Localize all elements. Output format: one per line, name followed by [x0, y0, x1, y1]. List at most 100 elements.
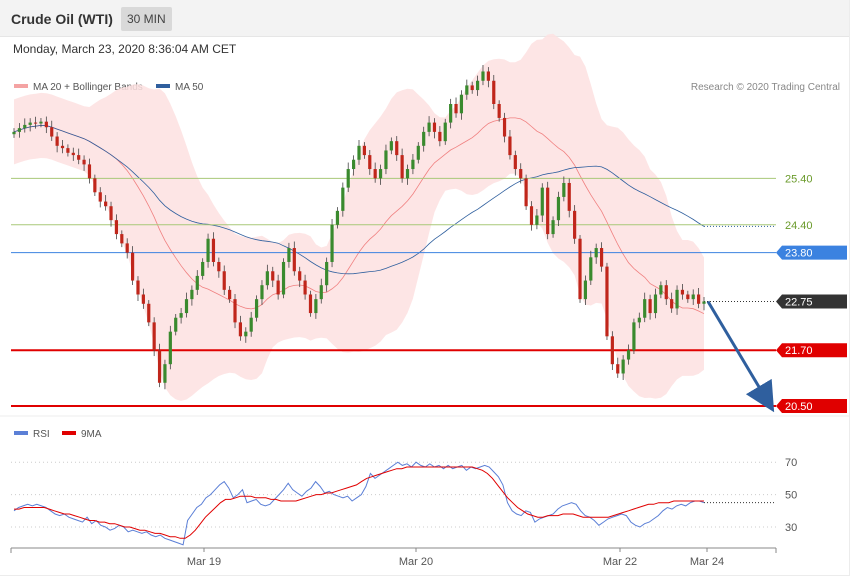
candle-body: [508, 136, 512, 156]
candle-body: [238, 322, 243, 337]
candle-body: [195, 275, 199, 290]
candle-body: [287, 248, 291, 262]
candle-body: [680, 289, 685, 295]
candle-body: [486, 71, 490, 81]
candle-body: [93, 178, 97, 193]
candle-body: [44, 121, 48, 128]
candle-body: [206, 238, 210, 262]
rsi-tick-label: 70: [785, 457, 797, 469]
candle-body: [82, 159, 86, 165]
candle-body: [551, 220, 555, 235]
level-label: 22.75: [785, 296, 813, 308]
candle-body: [130, 252, 135, 281]
candle-body: [66, 148, 70, 153]
candle-body: [589, 257, 593, 281]
candle-body: [475, 80, 480, 91]
instrument-title: Crude Oil (WTI): [11, 11, 113, 27]
candle-body: [578, 238, 582, 300]
candle-body: [567, 182, 571, 211]
level-label: 24.40: [785, 220, 813, 232]
candle-body: [109, 206, 113, 221]
candle-body: [535, 215, 539, 225]
candle-body: [599, 248, 604, 267]
candle-body: [605, 266, 609, 337]
legend-label-ma50: MA 50: [175, 82, 204, 93]
candle-body: [50, 127, 54, 137]
candle-body: [427, 122, 431, 132]
candle-body: [438, 131, 442, 142]
candle-body: [664, 285, 668, 300]
candle-body: [39, 121, 43, 124]
candle-body: [362, 145, 366, 156]
candle-body: [341, 187, 345, 211]
candle-body: [637, 317, 641, 323]
candle-body: [136, 280, 140, 295]
candle-body: [71, 152, 75, 156]
candle-body: [670, 299, 674, 309]
candle-body: [249, 317, 253, 332]
rsi-line: [13, 461, 705, 546]
legend-label-ma20: MA 20 + Bollinger Bands: [33, 82, 143, 93]
candle-body: [352, 159, 356, 170]
candle-body: [244, 331, 248, 337]
legend-swatch-rsi: [14, 431, 28, 435]
candle-body: [55, 136, 59, 146]
candle-body: [281, 261, 286, 295]
legend-swatch-ma50: [156, 84, 170, 88]
candle-body: [432, 122, 437, 132]
candle-body: [60, 145, 65, 149]
candle-body: [292, 248, 296, 272]
candle-body: [308, 294, 313, 314]
candle-body: [87, 164, 92, 179]
candle-body: [621, 359, 625, 374]
candle-body: [540, 187, 544, 216]
candle-body: [411, 159, 415, 170]
candle-body: [502, 117, 507, 137]
candle-body: [298, 271, 302, 281]
candle-body: [697, 294, 701, 304]
candle-body: [265, 271, 269, 286]
level-tag: [776, 399, 847, 413]
candle-body: [519, 169, 523, 179]
candle-body: [632, 322, 636, 351]
candle-body: [416, 145, 420, 160]
level-label: 20.50: [785, 401, 813, 413]
candle-body: [449, 104, 453, 123]
rsi-gridlines: 70 50 30: [11, 457, 797, 534]
candle-body: [98, 192, 102, 202]
candle-body: [653, 294, 658, 314]
candle-body: [422, 131, 426, 146]
candle-body: [384, 150, 388, 170]
candle-body: [319, 285, 323, 300]
candle-body: [470, 85, 474, 91]
candle-body: [201, 261, 205, 276]
level-label: 23.80: [785, 248, 813, 260]
timeframe-badge[interactable]: 30 MIN: [121, 7, 172, 31]
candle-body: [583, 280, 588, 300]
candle-body: [459, 94, 464, 114]
candle-body: [120, 234, 124, 244]
rsi-legend: RSI 9MA: [14, 429, 102, 440]
candle-body: [147, 303, 151, 323]
candle-body: [346, 169, 350, 188]
candle-body: [378, 169, 383, 179]
candle-body: [405, 169, 410, 179]
legend-swatch-ma20: [14, 84, 28, 88]
candle-body: [222, 271, 226, 290]
chart-header: Crude Oil (WTI) 30 MIN: [0, 0, 850, 37]
level-tag: [776, 343, 847, 358]
candle-body: [260, 285, 264, 300]
level-lines-layer: 25.40 24.40 23.80 22.75 21.70 20.50: [11, 173, 847, 413]
price-legend: MA 20 + Bollinger Bands MA 50 Research ©…: [14, 82, 840, 93]
candle-body: [104, 201, 108, 207]
candle-body: [23, 124, 27, 129]
candle-body: [211, 238, 216, 262]
candle-body: [702, 301, 706, 304]
candle-body: [335, 210, 340, 225]
candle-body: [276, 280, 280, 295]
candle-body: [675, 289, 679, 309]
candle-body: [168, 331, 172, 365]
candle-body: [443, 122, 447, 142]
time-axis-label: Mar 20: [399, 556, 433, 568]
